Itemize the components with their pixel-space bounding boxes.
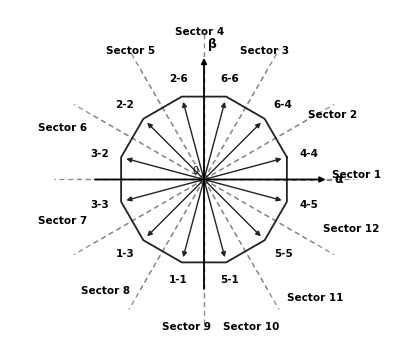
Text: 1-3: 1-3 <box>115 249 134 259</box>
Text: 3-3: 3-3 <box>90 200 109 210</box>
Text: α: α <box>335 173 343 186</box>
Text: 3-2: 3-2 <box>90 149 109 159</box>
Text: Sector 11: Sector 11 <box>287 293 344 303</box>
Text: Sector 12: Sector 12 <box>324 224 380 234</box>
Text: Sector 3: Sector 3 <box>239 46 288 56</box>
Text: 5-5: 5-5 <box>274 249 293 259</box>
Text: β: β <box>208 38 217 51</box>
Text: Sector 2: Sector 2 <box>308 110 357 120</box>
Text: Sector 5: Sector 5 <box>106 46 155 56</box>
Text: Sector 9: Sector 9 <box>162 322 211 332</box>
Text: Sector 10: Sector 10 <box>223 322 279 332</box>
Text: 4-4: 4-4 <box>299 149 318 159</box>
Text: 2-2: 2-2 <box>115 100 134 110</box>
Text: 5-1: 5-1 <box>220 275 239 285</box>
Text: Sector 6: Sector 6 <box>38 123 87 133</box>
Text: 2-6: 2-6 <box>169 74 188 84</box>
Text: Sector 4: Sector 4 <box>175 27 224 37</box>
Text: Sector 7: Sector 7 <box>38 216 87 226</box>
Text: 0: 0 <box>193 166 199 176</box>
Text: 6-6: 6-6 <box>220 74 239 84</box>
Text: 4-5: 4-5 <box>299 200 318 210</box>
Text: Sector 8: Sector 8 <box>81 286 130 296</box>
Text: 1-1: 1-1 <box>169 275 188 285</box>
Text: Sector 1: Sector 1 <box>332 170 381 180</box>
Text: 6-4: 6-4 <box>274 100 293 110</box>
